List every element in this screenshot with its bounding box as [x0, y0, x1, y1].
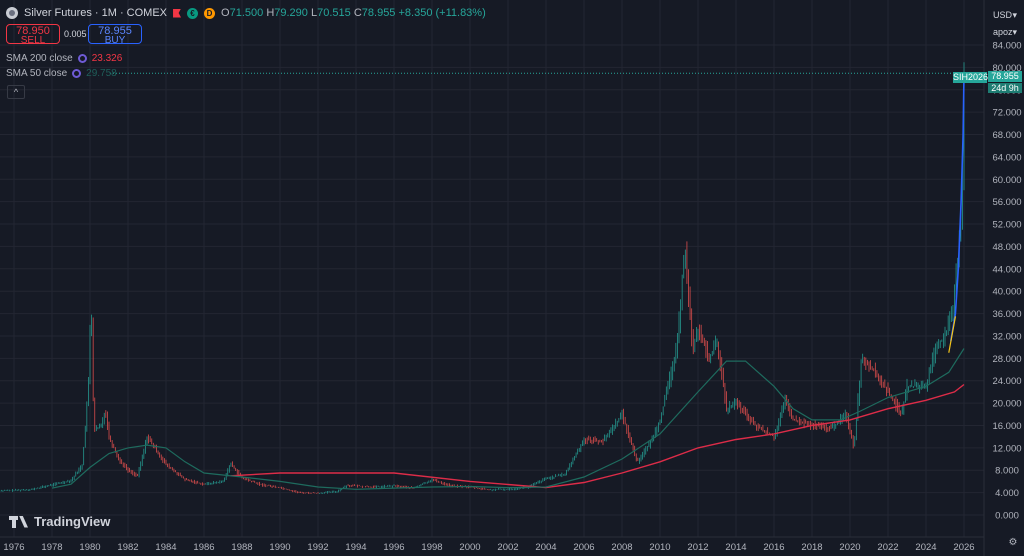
price-tick-label: 72.000 [992, 108, 1021, 119]
buy-button[interactable]: 78.955 BUY [88, 24, 142, 46]
time-tick-label: 2002 [497, 542, 518, 553]
scale-mode-selector[interactable]: apoz ▾ [993, 26, 1018, 38]
price-tick-label: 40.000 [992, 287, 1021, 298]
price-tick-label: 12.000 [992, 443, 1021, 454]
price-tick-label: 32.000 [992, 331, 1021, 342]
price-tick-label: 8.000 [995, 466, 1019, 477]
price-tick-label: 28.000 [992, 354, 1021, 365]
time-tick-label: 2010 [649, 542, 670, 553]
yellow-drawing-segment [948, 316, 957, 353]
price-tick-label: 44.000 [992, 264, 1021, 275]
time-tick-label: 2012 [687, 542, 708, 553]
chevron-down-icon: ▾ [1012, 26, 1018, 37]
time-tick-label: 2014 [725, 542, 746, 553]
dividend-badge-icon[interactable]: D [204, 7, 216, 19]
trade-panel: 78.950 SELL 0.005 78.955 BUY [6, 24, 142, 46]
sma200-line [230, 383, 965, 489]
tradingview-logo: TradingView [9, 514, 110, 529]
time-tick-label: 1978 [41, 542, 62, 553]
time-tick-label: 1980 [79, 542, 100, 553]
time-tick-label: 2024 [915, 542, 936, 553]
time-tick-label: 2026 [953, 542, 974, 553]
time-tick-label: 2020 [839, 542, 860, 553]
price-tick-label: 16.000 [992, 421, 1021, 432]
bar-countdown-tag: 24d 9h [988, 83, 1022, 93]
currency-badge-icon[interactable]: € [187, 7, 199, 19]
time-tick-label: 2008 [611, 542, 632, 553]
time-tick-label: 1992 [307, 542, 328, 553]
time-tick-label: 1990 [269, 542, 290, 553]
candle-bars [0, 62, 965, 494]
time-tick-label: 2016 [763, 542, 784, 553]
sell-button[interactable]: 78.950 SELL [6, 24, 60, 46]
price-tick-label: 84.000 [992, 41, 1021, 52]
change-value: +8.350 (+11.83%) [398, 7, 486, 19]
time-tick-label: 2018 [801, 542, 822, 553]
time-axis-labels[interactable]: 1976 1978 1980 1982 1984 1986 1988 1990 1992 1994… [3, 542, 974, 553]
price-tick-label: 48.000 [992, 242, 1021, 253]
time-tick-label: 2022 [877, 542, 898, 553]
last-price-tag: 78.955 [988, 71, 1022, 82]
price-tick-label: 68.000 [992, 130, 1021, 141]
time-tick-label: 1984 [155, 542, 176, 553]
price-tick-label: 60.000 [992, 175, 1021, 186]
price-tick-label: 0.000 [995, 511, 1019, 522]
ohlc-values: O71.500 H79.290 L70.515 C78.955 +8.350 (… [221, 7, 486, 19]
time-tick-label: 1998 [421, 542, 442, 553]
price-tick-label: 52.000 [992, 220, 1021, 231]
time-tick-label: 1986 [193, 542, 214, 553]
time-tick-label: 1976 [3, 542, 24, 553]
sma50-line [51, 348, 965, 490]
drawing-overlay [948, 73, 965, 353]
price-tick-label: 4.000 [995, 488, 1019, 499]
time-tick-label: 1994 [345, 542, 366, 553]
symbol-header: Silver Futures · 1M · COMEX € D O71.500 … [6, 5, 486, 21]
collapse-legend-button[interactable]: ^ [7, 85, 25, 99]
price-tick-label: 80.000 [992, 63, 1021, 74]
time-tick-label: 2004 [535, 542, 556, 553]
symbol-code-tag: SIH2026 [953, 72, 989, 83]
time-tick-label: 2000 [459, 542, 480, 553]
red-flag-icon[interactable] [173, 8, 182, 18]
price-tick-label: 24.000 [992, 376, 1021, 387]
silver-logo-icon [6, 7, 18, 19]
sma50-legend[interactable]: SMA 50 close 29.758 [6, 68, 117, 79]
grid-lines [0, 0, 984, 537]
settings-gear-icon[interactable]: ⚙ [1008, 537, 1018, 548]
sma200-legend[interactable]: SMA 200 close 23.326 [6, 53, 123, 64]
price-tick-label: 64.000 [992, 152, 1021, 163]
time-tick-label: 1988 [231, 542, 252, 553]
chevron-down-icon: ▾ [1012, 9, 1017, 20]
tradingview-logo-icon [9, 515, 29, 528]
price-tick-label: 20.000 [992, 399, 1021, 410]
indicator-settings-icon[interactable] [77, 54, 87, 63]
time-tick-label: 1982 [117, 542, 138, 553]
currency-selector[interactable]: USD ▾ [993, 9, 1017, 21]
price-tick-label: 36.000 [992, 309, 1021, 320]
time-tick-label: 1996 [383, 542, 404, 553]
symbol-title[interactable]: Silver Futures · 1M · COMEX [24, 7, 168, 19]
time-tick-label: 2006 [573, 542, 594, 553]
price-tick-label: 56.000 [992, 197, 1021, 208]
spread-value: 0.005 [64, 29, 87, 39]
indicator-settings-icon[interactable] [72, 69, 82, 78]
